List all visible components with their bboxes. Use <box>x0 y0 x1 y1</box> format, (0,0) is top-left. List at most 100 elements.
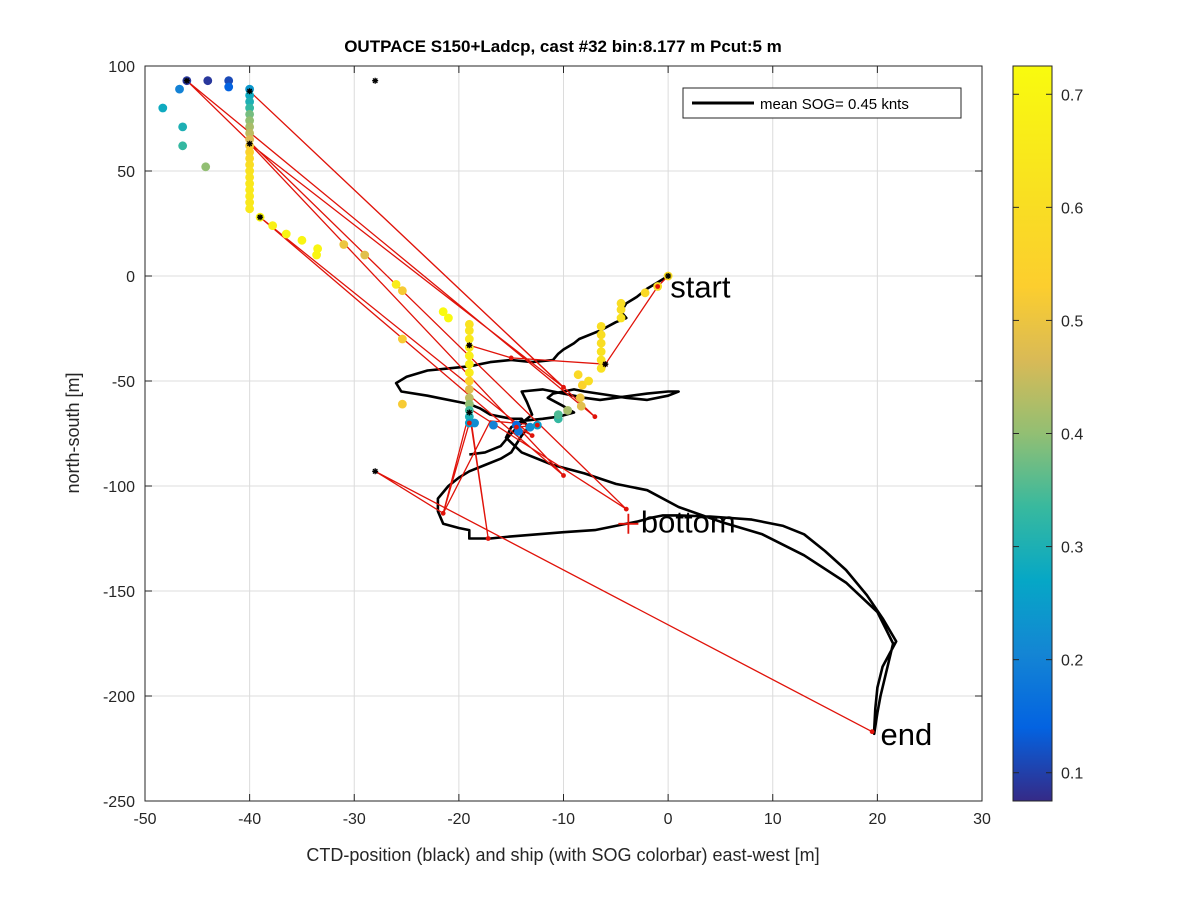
red-marker <box>440 510 446 516</box>
red-marker <box>592 414 598 420</box>
red-marker <box>623 506 629 512</box>
red-marker <box>514 424 519 430</box>
colorbar-tick-label: 0.5 <box>1061 313 1083 330</box>
ship-point <box>616 313 626 323</box>
ship-point <box>245 191 255 201</box>
ship-point <box>464 399 474 409</box>
ship-point <box>489 420 498 430</box>
annotation-start: start <box>670 270 731 305</box>
ship-point <box>464 393 474 403</box>
ship-point <box>464 326 474 335</box>
ship-point <box>245 128 255 138</box>
colorbar-tick-label: 0.3 <box>1061 540 1083 557</box>
ship-point <box>245 103 255 113</box>
y-tick-label: 100 <box>108 59 135 76</box>
ship-point <box>245 160 255 170</box>
bottom-marker <box>618 513 639 534</box>
ship-point <box>444 313 453 323</box>
ship-point <box>397 334 407 344</box>
ship-point <box>577 380 587 390</box>
y-tick-label: 50 <box>117 164 135 181</box>
black-marker <box>665 273 672 279</box>
black-marker <box>466 409 473 416</box>
ship-point <box>464 385 474 394</box>
red-marker <box>655 284 661 289</box>
black-marker <box>246 88 253 95</box>
red-marker <box>508 355 514 361</box>
ship-point <box>178 141 188 151</box>
ship-point <box>464 376 474 386</box>
ship-point <box>245 172 255 182</box>
x-tick-label: -20 <box>447 811 470 828</box>
track-markers <box>183 77 875 735</box>
ship-point <box>245 147 255 157</box>
ship-point <box>312 250 321 260</box>
colorbar: 0.1 0.2 0.3 0.4 0.5 0.6 0.7 <box>1012 65 1083 802</box>
red-marker <box>561 473 566 478</box>
ship-point <box>525 422 535 432</box>
y-tick-label: -200 <box>103 689 135 706</box>
ship-point <box>175 84 184 94</box>
y-tick-label: -250 <box>103 794 135 811</box>
legend-label: mean SOG= 0.45 knts <box>760 96 909 113</box>
black-marker <box>246 140 253 147</box>
ship-point <box>245 109 255 119</box>
ship-point <box>397 399 407 409</box>
y-axis-label: north-south [m] <box>63 372 83 493</box>
annotation-bottom: bottom <box>641 505 736 540</box>
ship-point <box>245 97 255 107</box>
ship-point <box>596 330 606 340</box>
ship-point <box>573 370 583 380</box>
ship-point <box>464 359 474 369</box>
black-marker <box>372 468 379 475</box>
black-marker <box>466 342 473 349</box>
colorbar-tick-label: 0.4 <box>1061 427 1083 444</box>
y-tick-label: -100 <box>103 479 135 496</box>
black-marker <box>183 77 190 84</box>
ship-point <box>224 82 234 92</box>
ship-point <box>596 347 606 356</box>
ship-point <box>268 221 278 231</box>
black-marker <box>602 361 609 368</box>
ship-point <box>464 351 474 361</box>
red-marker <box>561 384 566 390</box>
red-marker <box>466 420 472 426</box>
legend: mean SOG= 0.45 knts <box>682 87 962 119</box>
ship-point <box>596 338 606 348</box>
red-marker <box>529 433 535 438</box>
ship-point <box>281 229 291 239</box>
ship-point <box>438 307 448 317</box>
colorbar-tick-label: 0.1 <box>1061 766 1083 783</box>
ship-point <box>360 250 370 260</box>
ship-points <box>158 76 673 436</box>
annotation-end: end <box>881 717 933 752</box>
ship-point <box>464 334 474 344</box>
ship-point <box>245 204 255 214</box>
colorbar-tick-label: 0.7 <box>1061 87 1083 104</box>
black-marker <box>372 77 379 84</box>
ship-point <box>596 322 606 331</box>
ship-point <box>245 116 255 125</box>
colorbar-tick-label: 0.2 <box>1061 653 1083 670</box>
x-tick-label: 20 <box>868 811 886 828</box>
x-tick-label: -50 <box>133 811 156 828</box>
red-marker <box>485 536 491 541</box>
ship-point <box>178 122 188 132</box>
ship-point <box>575 393 585 403</box>
axis-ticks: -50 -40 -30 -20 -10 0 10 20 30100500-50-100-150-… <box>103 59 991 828</box>
ship-point <box>245 166 255 176</box>
ship-point <box>339 240 349 249</box>
colorbar-ticks: 0.1 0.2 0.3 0.4 0.5 0.6 0.7 <box>1013 87 1083 783</box>
y-tick-label: 0 <box>126 269 135 286</box>
ship-point <box>245 179 255 189</box>
x-axis-label: CTD-position (black) and ship (with SOG … <box>306 845 819 865</box>
x-tick-label: 0 <box>664 811 673 828</box>
red-marker <box>869 729 875 735</box>
ship-point <box>616 298 626 308</box>
ship-point <box>464 368 474 377</box>
ship-point <box>245 198 255 207</box>
colorbar-gradient <box>1012 65 1053 802</box>
black-marker <box>257 214 264 221</box>
x-tick-label: -30 <box>343 811 366 828</box>
